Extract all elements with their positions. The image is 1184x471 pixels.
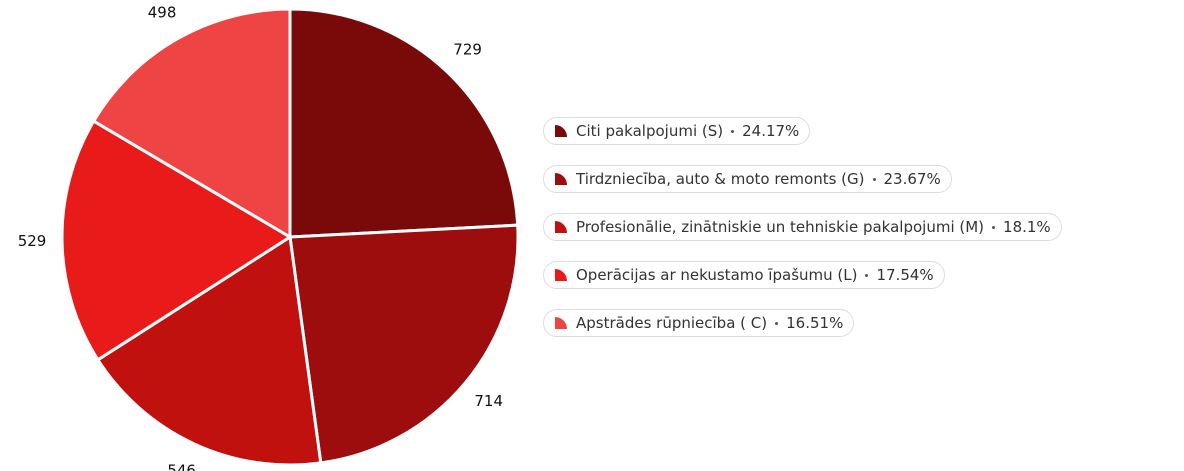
legend-separator [865,273,869,277]
legend-percent: 24.17% [742,122,800,140]
legend-label: Apstrādes rūpniecība ( C) [576,314,768,332]
legend-percent: 16.51% [786,314,844,332]
legend-item: Operācijas ar nekustamo īpašumu (L) 17.54… [543,261,945,289]
data-label: 498 [148,3,177,21]
data-label: 729 [453,40,482,58]
data-label: 529 [18,232,47,250]
legend-swatch [555,173,567,185]
legend-label: Tirdzniecība, auto & moto remonts (G) [576,170,865,188]
pie-slice [288,7,520,239]
legend-percent: 23.67% [883,170,941,188]
legend-swatch-shape [555,221,567,233]
pie-slice [95,234,323,467]
legend-swatch-shape [555,317,567,329]
legend-label: Operācijas ar nekustamo īpašumu (L) [576,266,858,284]
legend-swatch-shape [555,173,567,185]
legend-separator [775,321,779,325]
data-label: 714 [474,392,503,410]
data-label: 546 [167,462,196,471]
legend-item: Citi pakalpojumi (S) 24.17% [543,117,811,145]
legend-separator [731,129,735,133]
legend-percent: 17.54% [876,266,934,284]
pie-slice [288,223,520,465]
legend-percent: 18.1% [1003,218,1051,236]
legend-separator [872,177,876,181]
legend-swatch-shape [555,269,567,281]
pie-chart: 729 714 546 529 498 [18,3,520,471]
legend-swatch [555,317,567,329]
legend-separator [992,225,996,229]
legend: Citi pakalpojumi (S) 24.17% Tirdzniecība, … [543,117,1062,337]
legend-label: Profesionālie, zinātniskie un tehniskie … [576,218,985,236]
pie-slice [60,119,293,362]
legend-swatch [555,221,567,233]
legend-swatch-shape [555,125,567,137]
legend-swatch [555,125,567,137]
legend-swatch [555,269,567,281]
pie-slice [91,7,292,240]
legend-item: Profesionālie, zinātniskie un tehniskie … [543,213,1062,241]
legend-label: Citi pakalpojumi (S) [576,122,724,140]
legend-item: Tirdzniecība, auto & moto remonts (G) 23.… [543,165,952,193]
legend-item: Apstrādes rūpniecība ( C) 16.51% [543,309,855,337]
